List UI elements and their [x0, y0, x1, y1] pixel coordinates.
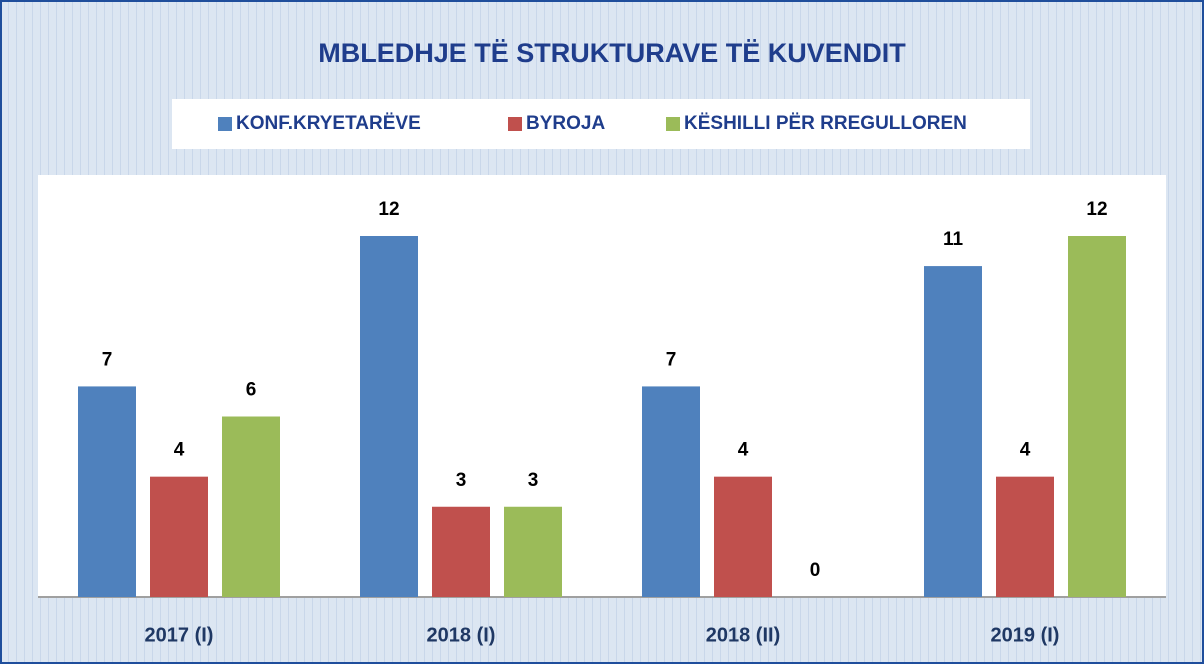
data-label: 6 [246, 380, 257, 401]
legend-swatch [218, 117, 232, 131]
data-label: 4 [1020, 440, 1031, 461]
data-label: 12 [378, 199, 399, 220]
data-label: 0 [810, 560, 821, 581]
legend-label: BYROJA [526, 113, 605, 134]
x-tick-label: 2017 (I) [145, 624, 214, 646]
bar [222, 416, 280, 597]
legend-label: KËSHILLI PËR RREGULLOREN [684, 113, 967, 134]
legend-swatch [508, 117, 522, 131]
bar [78, 386, 136, 597]
legend-box [172, 99, 1030, 149]
chart-title: MBLEDHJE TË STRUKTURAVE TË KUVENDIT [318, 38, 906, 68]
data-label: 3 [456, 470, 467, 491]
bar [714, 476, 772, 597]
data-label: 7 [666, 349, 677, 370]
x-tick-label: 2019 (I) [991, 624, 1060, 646]
bar [360, 236, 418, 597]
data-label: 12 [1086, 199, 1107, 220]
data-label: 7 [102, 349, 113, 370]
x-tick-label: 2018 (II) [706, 624, 780, 646]
legend-swatch [666, 117, 680, 131]
bar [996, 476, 1054, 597]
bar [642, 386, 700, 597]
bar [1068, 236, 1126, 597]
bar [504, 506, 562, 597]
data-label: 3 [528, 470, 539, 491]
bar [432, 506, 490, 597]
data-label: 4 [174, 440, 185, 461]
x-tick-label: 2018 (I) [427, 624, 496, 646]
data-label: 11 [943, 229, 964, 250]
data-label: 4 [738, 440, 749, 461]
bar [150, 476, 208, 597]
legend-label: KONF.KRYETARËVE [236, 113, 421, 134]
bar [924, 266, 982, 597]
